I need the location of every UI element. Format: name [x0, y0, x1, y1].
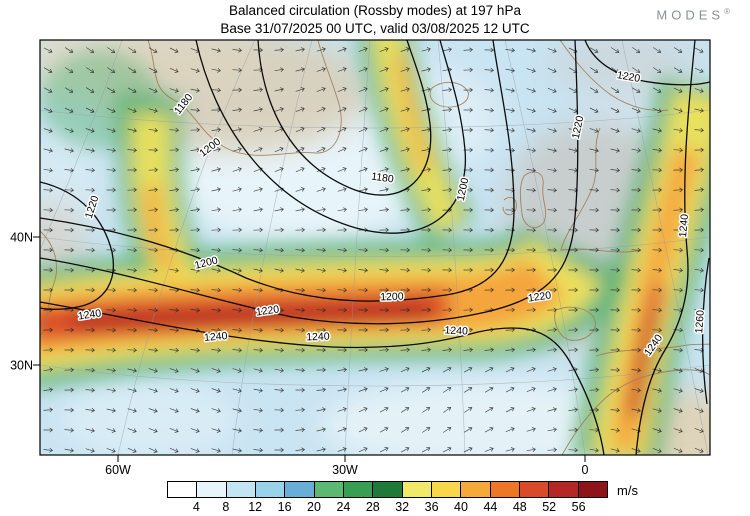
colorbar-cell: [549, 482, 579, 497]
chart-subtitle: Base 31/07/2025 00 UTC, valid 03/08/2025…: [220, 20, 530, 36]
coastlines: [40, 40, 710, 455]
graticule: [40, 40, 710, 455]
colorbar-tick-labels: 4 8 12 16 20 24 28 32 36 40 44 48 52 56: [167, 500, 608, 514]
colorbar-tick-label: 32: [395, 500, 410, 514]
modes-logo: MODES®: [656, 7, 730, 22]
axis-labels: 40N 30N 60W 30W 0: [10, 231, 588, 478]
contour-label: 1260: [693, 310, 707, 334]
colorbar-cell: [168, 482, 198, 497]
colorbar-tick-label: 12: [248, 500, 263, 514]
colorbar-tick-label: 48: [512, 500, 527, 514]
contour-label: 1180: [370, 171, 394, 186]
colorbar-tick-label: 56: [571, 500, 586, 514]
colorbar-tick-label: 28: [365, 500, 380, 514]
colorbar-cell: [314, 482, 344, 497]
lon-axis-label: 60W: [105, 463, 131, 477]
contour-label: 1240: [677, 213, 691, 237]
colorbar-cells: [167, 481, 608, 498]
axis-ticks: [33, 236, 586, 462]
colorbar-tick-label: 16: [277, 500, 292, 514]
contour-label: 1220: [616, 69, 641, 85]
chart-title: Balanced circulation (Rossby modes) at 1…: [229, 3, 521, 18]
colorbar-cell: [490, 482, 520, 497]
colorbar-tick-label: 44: [483, 500, 498, 514]
colorbar-tick-label: 24: [336, 500, 351, 514]
colorbar-tick-label: 40: [454, 500, 468, 514]
colorbar-tick-label: 52: [542, 500, 557, 514]
colorbar-unit: m/s: [617, 483, 638, 498]
colorbar-tick-label: 8: [222, 500, 230, 514]
colorbar-tick-label: 20: [307, 500, 321, 514]
contour-label: 1240: [306, 331, 330, 344]
lat-axis-label: 40N: [10, 231, 33, 245]
colorbar-cell: [519, 482, 550, 497]
wind-vector-arrows: [43, 47, 705, 453]
colorbar-cell: [255, 482, 286, 497]
wind-arrows-path: [43, 47, 705, 453]
lon-axis-label: 0: [582, 463, 589, 477]
registered-mark: ®: [724, 7, 730, 16]
contour-label: 1240: [444, 324, 468, 337]
lon-axis-label: 30W: [332, 463, 358, 477]
modes-logo-text: MODES: [656, 7, 725, 23]
map-frame: [39, 39, 711, 456]
colorbar-cell: [285, 482, 315, 497]
contour-label: 1220: [255, 303, 280, 318]
lat-axis-label: 30N: [10, 359, 33, 373]
colorbar-tick-label: 36: [424, 500, 439, 514]
colorbar-cell: [461, 482, 491, 497]
contour-label: 1200: [380, 291, 404, 304]
colorbar-cell: [431, 482, 462, 497]
header: Balanced circulation (Rossby modes) at 1…: [0, 3, 750, 38]
colorbar-cell: [343, 482, 374, 497]
colorbar: 4 8 12 16 20 24 28 32 36 40 44 48 52 56: [167, 481, 608, 514]
contour-label: 1240: [77, 307, 102, 322]
colorbar-cell: [197, 482, 227, 497]
contour-lines: [40, 40, 710, 455]
colorbar-cell: [402, 482, 432, 497]
colorbar-cell: [373, 482, 403, 497]
colorbar-tick-label: 4: [192, 500, 200, 514]
contour-label: 1220: [527, 289, 552, 304]
colorbar-cell: [578, 482, 607, 497]
colorbar-cell: [226, 482, 256, 497]
contour-label: 1240: [204, 330, 228, 344]
